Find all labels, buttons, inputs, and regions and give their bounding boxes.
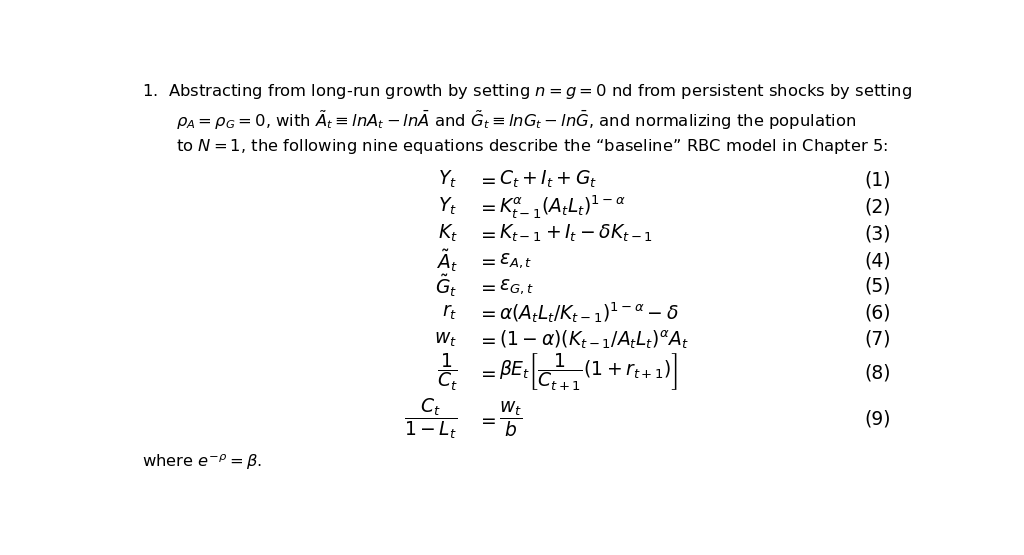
Text: $=$: $=$ — [477, 363, 497, 382]
Text: $\rho_A = \rho_G = 0$, with $\tilde{A}_t \equiv lnA_t - ln\bar{A}$ and $\tilde{G: $\rho_A = \rho_G = 0$, with $\tilde{A}_t… — [176, 109, 856, 133]
Text: to $N = 1$, the following nine equations describe the “baseline” RBC model in Ch: to $N = 1$, the following nine equations… — [176, 137, 887, 156]
Text: $\dfrac{w_t}{b}$: $\dfrac{w_t}{b}$ — [500, 400, 522, 439]
Text: $=$: $=$ — [477, 410, 497, 428]
Text: $\epsilon_{A,t}$: $\epsilon_{A,t}$ — [500, 251, 532, 270]
Text: (4): (4) — [864, 251, 891, 270]
Text: (8): (8) — [864, 363, 891, 382]
Text: $=$: $=$ — [477, 277, 497, 296]
Text: (7): (7) — [864, 330, 891, 349]
Text: $\dfrac{C_t}{1 - L_t}$: $\dfrac{C_t}{1 - L_t}$ — [404, 397, 458, 441]
Text: $\beta E_t\left[\dfrac{1}{C_{t+1}}(1 + r_{t+1})\right]$: $\beta E_t\left[\dfrac{1}{C_{t+1}}(1 + r… — [500, 352, 679, 393]
Text: $K_{t-1} + I_t - \delta K_{t-1}$: $K_{t-1} + I_t - \delta K_{t-1}$ — [500, 223, 653, 244]
Text: (2): (2) — [864, 197, 891, 216]
Text: $K^{\alpha}_{t-1}(A_t L_t)^{1-\alpha}$: $K^{\alpha}_{t-1}(A_t L_t)^{1-\alpha}$ — [500, 193, 627, 220]
Text: $(1-\alpha)(K_{t-1}/A_t L_t)^{\alpha} A_t$: $(1-\alpha)(K_{t-1}/A_t L_t)^{\alpha} A_… — [500, 328, 689, 351]
Text: $w_t$: $w_t$ — [434, 330, 458, 349]
Text: $K_t$: $K_t$ — [437, 223, 458, 244]
Text: 1.  Abstracting from long-run growth by setting $n = g = 0$ nd from persistent s: 1. Abstracting from long-run growth by s… — [142, 82, 912, 100]
Text: where $e^{-\rho} = \beta$.: where $e^{-\rho} = \beta$. — [142, 452, 262, 472]
Text: $\alpha(A_t L_t/K_{t-1})^{1-\alpha} - \delta$: $\alpha(A_t L_t/K_{t-1})^{1-\alpha} - \d… — [500, 300, 679, 325]
Text: $=$: $=$ — [477, 170, 497, 189]
Text: $r_t$: $r_t$ — [442, 303, 458, 322]
Text: (3): (3) — [864, 224, 891, 243]
Text: $=$: $=$ — [477, 330, 497, 349]
Text: $\dfrac{1}{C_t}$: $\dfrac{1}{C_t}$ — [436, 352, 458, 393]
Text: $=$: $=$ — [477, 224, 497, 243]
Text: $=$: $=$ — [477, 197, 497, 216]
Text: $\epsilon_{G,t}$: $\epsilon_{G,t}$ — [500, 277, 534, 296]
Text: $Y_t$: $Y_t$ — [438, 196, 458, 218]
Text: (5): (5) — [864, 277, 891, 296]
Text: (1): (1) — [864, 170, 891, 189]
Text: $\tilde{G}_t$: $\tilde{G}_t$ — [435, 273, 458, 300]
Text: $C_t + I_t + G_t$: $C_t + I_t + G_t$ — [500, 169, 598, 190]
Text: $Y_t$: $Y_t$ — [438, 169, 458, 190]
Text: $\tilde{A}_t$: $\tilde{A}_t$ — [436, 248, 458, 274]
Text: (6): (6) — [864, 303, 891, 322]
Text: $=$: $=$ — [477, 303, 497, 322]
Text: $=$: $=$ — [477, 251, 497, 270]
Text: (9): (9) — [864, 410, 891, 428]
